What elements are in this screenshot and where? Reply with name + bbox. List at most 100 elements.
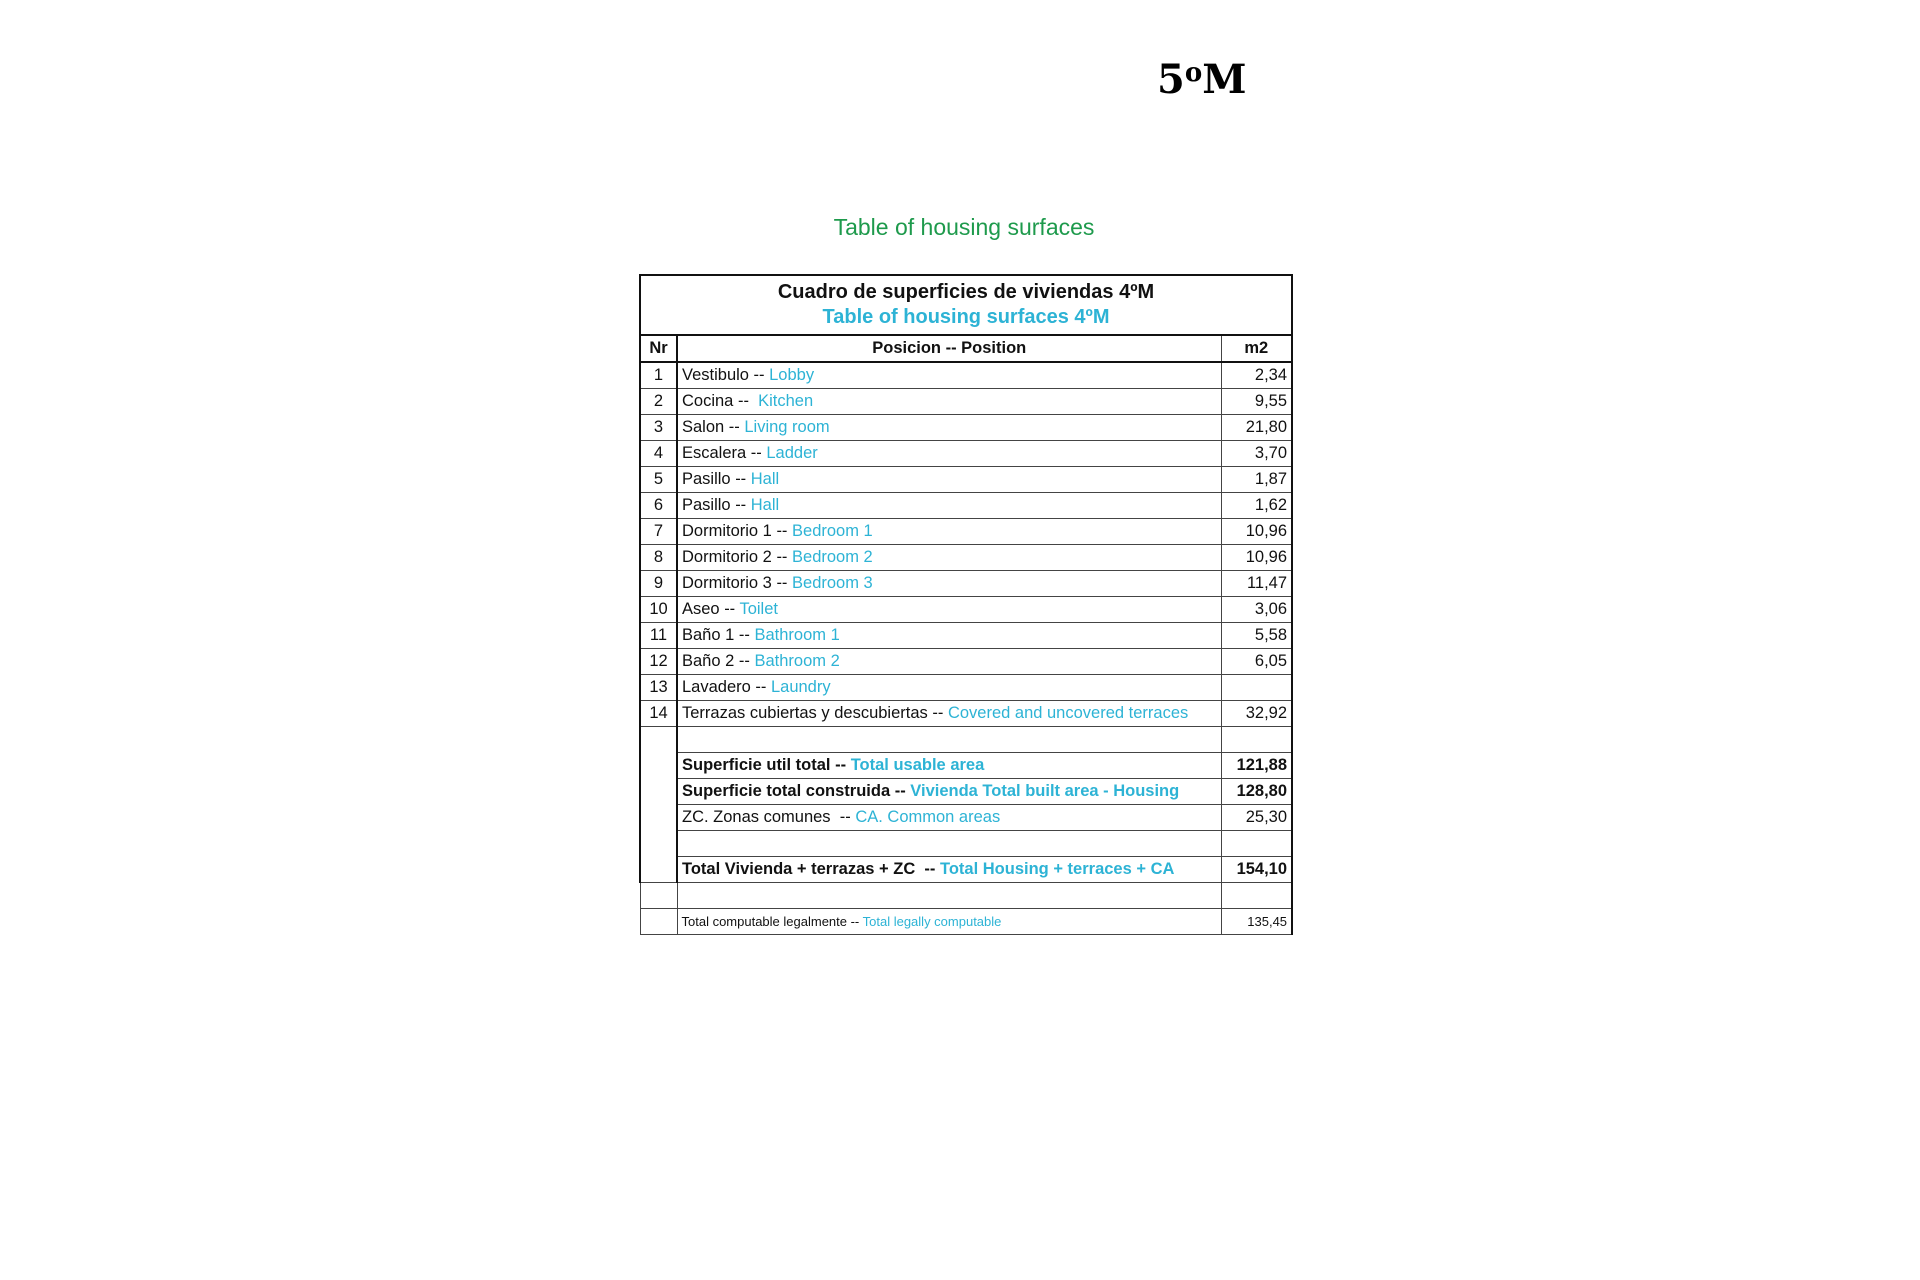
position-es: Pasillo -- xyxy=(682,470,751,488)
table-row: 14 Terrazas cubiertas y descubiertas -- C… xyxy=(639,700,1294,727)
row-position xyxy=(676,830,1222,857)
table-row: ZC. Zonas comunes -- CA. Common areas 25,… xyxy=(639,804,1294,831)
position-es: Dormitorio 1 -- xyxy=(682,522,793,540)
row-area: 121,88 xyxy=(1220,752,1294,779)
floor-label: 5oM xyxy=(1157,56,1247,103)
row-position: Dormitorio 2 -- Bedroom 2 xyxy=(676,544,1222,571)
row-area xyxy=(1220,674,1294,701)
table-row xyxy=(639,726,1294,753)
row-position: Cocina -- Kitchen xyxy=(676,388,1222,415)
row-number: 3 xyxy=(639,414,678,441)
position-es: Total computable legalmente -- xyxy=(681,914,863,929)
surfaces-table: Cuadro de superficies de viviendas 4ºM Ta… xyxy=(638,274,1294,935)
row-area: 21,80 xyxy=(1220,414,1294,441)
position-es: Total Vivienda + terrazas + ZC -- xyxy=(682,860,940,878)
table-row xyxy=(639,830,1294,857)
table-row: 3 Salon -- Living room 21,80 xyxy=(639,414,1294,441)
row-area: 5,58 xyxy=(1220,622,1294,649)
row-area xyxy=(1220,830,1294,857)
position-en: CA. Common areas xyxy=(855,808,1001,826)
row-number: 14 xyxy=(639,700,678,727)
position-en: Covered and uncovered terraces xyxy=(947,704,1189,722)
row-area: 10,96 xyxy=(1220,518,1294,545)
table-row: 9 Dormitorio 3 -- Bedroom 3 11,47 xyxy=(639,570,1294,597)
row-number: 11 xyxy=(639,622,678,649)
row-position xyxy=(676,882,1222,909)
row-area: 1,87 xyxy=(1220,466,1294,493)
position-es: Cocina -- xyxy=(682,392,759,410)
position-es: Aseo -- xyxy=(682,600,740,618)
row-position: ZC. Zonas comunes -- CA. Common areas xyxy=(676,804,1222,831)
position-es: Salon -- xyxy=(682,418,745,436)
row-position: Pasillo -- Hall xyxy=(676,466,1222,493)
position-en: Total legally computable xyxy=(862,914,1002,929)
position-es: Baño 1 -- xyxy=(682,626,755,644)
position-en: Lobby xyxy=(769,366,815,384)
row-position: Pasillo -- Hall xyxy=(676,492,1222,519)
row-number: 2 xyxy=(639,388,678,415)
table-row: 6 Pasillo -- Hall 1,62 xyxy=(639,492,1294,519)
row-number: 9 xyxy=(639,570,678,597)
position-en: Bedroom 1 xyxy=(792,522,873,540)
row-position: Aseo -- Toilet xyxy=(676,596,1222,623)
position-en: Toilet xyxy=(739,600,778,618)
table-row: 5 Pasillo -- Hall 1,87 xyxy=(639,466,1294,493)
row-position: Terrazas cubiertas y descubiertas -- Cov… xyxy=(676,700,1222,727)
position-es: Dormitorio 2 -- xyxy=(682,548,793,566)
position-en: Hall xyxy=(750,496,780,514)
row-number xyxy=(639,908,678,935)
row-position: Lavadero -- Laundry xyxy=(676,674,1222,701)
table-row: Total Vivienda + terrazas + ZC -- Total … xyxy=(639,856,1294,883)
row-number xyxy=(639,882,678,909)
table-row: 11 Baño 1 -- Bathroom 1 5,58 xyxy=(639,622,1294,649)
row-position: Superficie total construida -- Vivienda … xyxy=(676,778,1222,805)
row-area: 1,62 xyxy=(1220,492,1294,519)
row-position: Total computable legalmente -- Total leg… xyxy=(676,908,1222,935)
row-number: 5 xyxy=(639,466,678,493)
table-title-en: Table of housing surfaces 4ºM xyxy=(822,306,1110,328)
position-es: Superficie total construida -- xyxy=(682,782,911,800)
row-area: 135,45 xyxy=(1220,908,1294,935)
row-area: 6,05 xyxy=(1220,648,1294,675)
table-row: 1 Vestibulo -- Lobby 2,34 xyxy=(639,361,1294,389)
row-position: Salon -- Living room xyxy=(676,414,1222,441)
row-number: 7 xyxy=(639,518,678,545)
position-es: Baño 2 -- xyxy=(682,652,755,670)
position-en: Living room xyxy=(744,418,830,436)
table-row: 7 Dormitorio 1 -- Bedroom 1 10,96 xyxy=(639,518,1294,545)
row-area: 3,70 xyxy=(1220,440,1294,467)
header-m2: m2 xyxy=(1220,334,1294,363)
position-es: Dormitorio 3 -- xyxy=(682,574,793,592)
table-row: 4 Escalera -- Ladder 3,70 xyxy=(639,440,1294,467)
page-subtitle: Table of housing surfaces xyxy=(833,214,1095,240)
row-number: 1 xyxy=(639,361,678,389)
row-position: Total Vivienda + terrazas + ZC -- Total … xyxy=(676,856,1222,883)
row-area: 154,10 xyxy=(1220,856,1294,883)
row-position: Dormitorio 3 -- Bedroom 3 xyxy=(676,570,1222,597)
table-title-row: Cuadro de superficies de viviendas 4ºM Ta… xyxy=(638,274,1294,336)
row-number xyxy=(639,856,678,883)
table-row: 13 Lavadero -- Laundry xyxy=(639,674,1294,701)
table-row: 8 Dormitorio 2 -- Bedroom 2 10,96 xyxy=(639,544,1294,571)
position-en: Bedroom 2 xyxy=(792,548,873,566)
row-area: 3,06 xyxy=(1220,596,1294,623)
table-row xyxy=(639,882,1294,909)
position-en: Total usable area xyxy=(850,756,985,774)
row-position: Escalera -- Ladder xyxy=(676,440,1222,467)
table-row: Superficie util total -- Total usable ar… xyxy=(639,752,1294,779)
position-es: Escalera -- xyxy=(682,444,767,462)
row-area xyxy=(1220,726,1294,753)
row-number: 8 xyxy=(639,544,678,571)
position-en: Ladder xyxy=(766,444,818,462)
header-nr: Nr xyxy=(639,334,678,363)
row-number: 13 xyxy=(639,674,678,701)
position-es: Superficie util total -- xyxy=(682,756,851,774)
position-en: Bathroom 2 xyxy=(754,652,840,670)
position-es: ZC. Zonas comunes -- xyxy=(682,808,856,826)
row-number: 4 xyxy=(639,440,678,467)
row-position: Dormitorio 1 -- Bedroom 1 xyxy=(676,518,1222,545)
position-en: Hall xyxy=(750,470,780,488)
position-en: Bedroom 3 xyxy=(792,574,873,592)
row-number: 12 xyxy=(639,648,678,675)
position-es: Pasillo -- xyxy=(682,496,751,514)
